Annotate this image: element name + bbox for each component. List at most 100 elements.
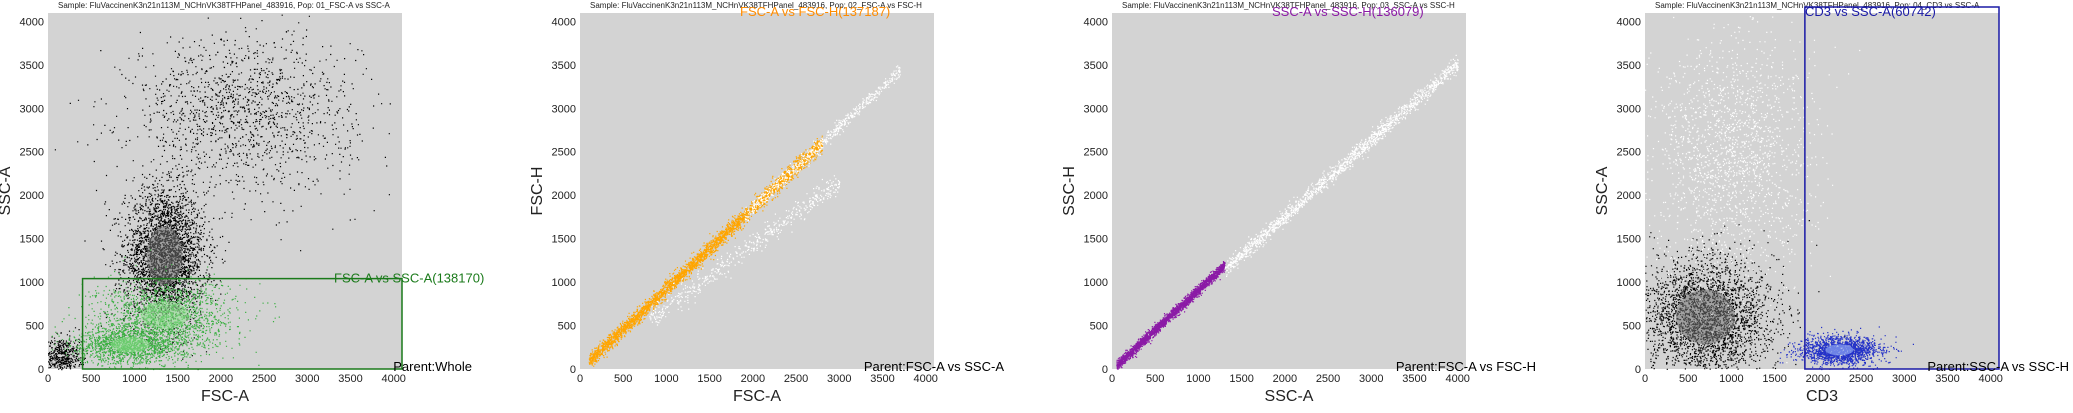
y-tick-label: 4000: [1084, 16, 1108, 28]
x-tick-label: 3500: [870, 373, 894, 385]
y-axis-ticks: 0 500 1000 1500 2000 2500 3000 3500 4000: [1084, 16, 1108, 376]
chart-panels: Sample: FluVaccinenK3n21n113M_NCHnVK38TF…: [0, 1, 2069, 405]
x-tick-label: 1500: [1229, 373, 1253, 385]
chart-panel-4: Sample: FluVaccinenK3n21n113M_NCHnVK38TF…: [1594, 1, 2069, 405]
chart-panel-1: Sample: FluVaccinenK3n21n113M_NCHnVK38TF…: [0, 1, 484, 405]
y-tick-label: 0: [38, 364, 44, 376]
y-tick-label: 2500: [552, 147, 576, 159]
y-tick-label: 1000: [1084, 277, 1108, 289]
y-tick-label: 1000: [552, 277, 576, 289]
x-axis-label: FSC-A: [201, 388, 249, 405]
x-tick-label: 4000: [1978, 373, 2002, 385]
y-tick-label: 500: [558, 321, 576, 333]
parent-label: Parent:FSC-A vs SSC-A: [864, 359, 1004, 374]
y-tick-label: 2500: [1084, 147, 1108, 159]
y-axis-label: SSC-A: [1594, 166, 1611, 215]
y-tick-label: 1500: [1617, 234, 1641, 246]
x-tick-label: 1000: [1186, 373, 1210, 385]
population-core: [1826, 344, 1854, 355]
y-tick-label: 2000: [1084, 190, 1108, 202]
y-tick-label: 4000: [1617, 16, 1641, 28]
y-tick-label: 2000: [552, 190, 576, 202]
x-tick-label: 4000: [381, 373, 405, 385]
parent-label: Parent:Whole: [393, 359, 472, 374]
y-tick-label: 3000: [1617, 103, 1641, 115]
gate-label: SSC-A vs SSC-H(136079): [1272, 4, 1424, 19]
x-axis-ticks: 0 500 1000 1500 2000 2500 3000 3500 4000: [1642, 373, 2003, 385]
x-tick-label: 500: [1679, 373, 1697, 385]
y-tick-label: 500: [1090, 321, 1108, 333]
x-tick-label: 1000: [654, 373, 678, 385]
y-axis-ticks: 0 500 1000 1500 2000 2500 3000 3500 4000: [20, 16, 44, 376]
x-tick-label: 3000: [1892, 373, 1916, 385]
chart-panel-2: Sample: FluVaccinenK3n21n113M_NCHnVK38TF…: [529, 1, 1004, 405]
x-tick-label: 1000: [1719, 373, 1743, 385]
x-tick-label: 2000: [1806, 373, 1830, 385]
y-axis-ticks: 0 500 1000 1500 2000 2500 3000 3500 4000: [552, 16, 576, 376]
x-tick-label: 3500: [338, 373, 362, 385]
x-tick-label: 3000: [295, 373, 319, 385]
gate-label: FSC-A vs SSC-A(138170): [334, 271, 484, 286]
y-axis-label: SSC-H: [1061, 166, 1078, 216]
x-axis-ticks: 0 500 1000 1500 2000 2500 3000 3500 4000: [45, 373, 406, 385]
x-axis-label: FSC-A: [733, 388, 781, 405]
chart-panel-3: Sample: FluVaccinenK3n21n113M_NCHnVK38TF…: [1061, 1, 1536, 405]
y-tick-label: 4000: [20, 16, 44, 28]
x-tick-label: 0: [45, 373, 51, 385]
x-tick-label: 4000: [1445, 373, 1469, 385]
x-tick-label: 500: [82, 373, 100, 385]
y-tick-label: 2500: [20, 147, 44, 159]
y-tick-label: 1500: [552, 234, 576, 246]
x-tick-label: 1500: [697, 373, 721, 385]
x-tick-label: 4000: [913, 373, 937, 385]
population-core: [111, 337, 150, 352]
x-tick-label: 2500: [1316, 373, 1340, 385]
x-tick-label: 1000: [122, 373, 146, 385]
y-axis-label: FSC-H: [529, 167, 546, 216]
parent-label: Parent:SSC-A vs SSC-H: [1927, 359, 2069, 374]
x-tick-label: 2500: [252, 373, 276, 385]
y-tick-label: 0: [1102, 364, 1108, 376]
y-tick-label: 1000: [1617, 277, 1641, 289]
x-tick-label: 2000: [1273, 373, 1297, 385]
gate-label: CD3 vs SSC-A(60742): [1805, 4, 1936, 19]
x-axis-label: CD3: [1806, 388, 1838, 405]
x-tick-label: 0: [577, 373, 583, 385]
parent-label: Parent:FSC-A vs FSC-H: [1396, 359, 1536, 374]
y-axis-label: SSC-A: [0, 166, 14, 215]
population-core: [1676, 289, 1735, 344]
x-tick-label: 2500: [1849, 373, 1873, 385]
x-axis-label: SSC-A: [1265, 388, 1314, 405]
x-tick-label: 3000: [1359, 373, 1383, 385]
y-tick-label: 1500: [20, 234, 44, 246]
y-tick-label: 2000: [20, 190, 44, 202]
x-tick-label: 0: [1109, 373, 1115, 385]
x-axis-ticks: 0 500 1000 1500 2000 2500 3000 3500 4000: [577, 373, 938, 385]
x-tick-label: 2000: [209, 373, 233, 385]
y-tick-label: 3000: [1084, 103, 1108, 115]
x-tick-label: 1500: [1762, 373, 1786, 385]
y-tick-label: 2000: [1617, 190, 1641, 202]
x-tick-label: 1500: [165, 373, 189, 385]
y-tick-label: 500: [1623, 321, 1641, 333]
y-tick-label: 4000: [552, 16, 576, 28]
y-tick-label: 3000: [20, 103, 44, 115]
x-tick-label: 2000: [741, 373, 765, 385]
x-tick-label: 3500: [1402, 373, 1426, 385]
y-tick-label: 3000: [552, 103, 576, 115]
x-tick-label: 500: [614, 373, 632, 385]
population-core: [140, 301, 188, 329]
y-tick-label: 1000: [20, 277, 44, 289]
x-tick-label: 500: [1146, 373, 1164, 385]
y-tick-label: 3500: [20, 60, 44, 72]
x-tick-label: 3500: [1935, 373, 1959, 385]
y-tick-label: 0: [1635, 364, 1641, 376]
y-tick-label: 2500: [1617, 147, 1641, 159]
y-tick-label: 1500: [1084, 234, 1108, 246]
x-tick-label: 3000: [827, 373, 851, 385]
y-tick-label: 3500: [552, 60, 576, 72]
x-tick-label: 2500: [784, 373, 808, 385]
y-tick-label: 500: [26, 321, 44, 333]
y-axis-ticks: 0 500 1000 1500 2000 2500 3000 3500 4000: [1617, 16, 1641, 376]
